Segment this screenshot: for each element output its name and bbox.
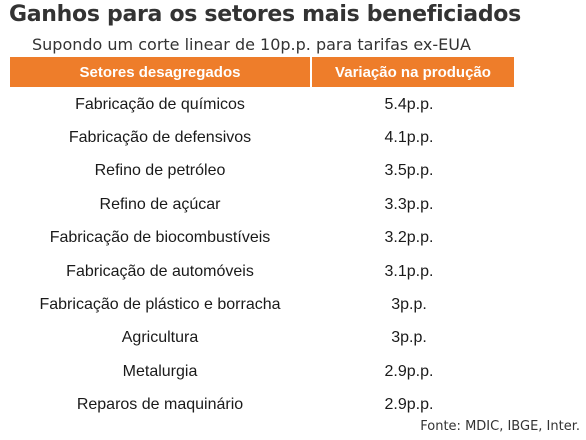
row-sector-label: Refino de petróleo — [94, 162, 226, 180]
table-row: Refino de petróleo 3.5p.p. — [10, 155, 514, 188]
chart-title: Ganhos para os setores mais beneficiados — [9, 2, 521, 27]
row-variation-value: 4.1p.p. — [384, 129, 434, 147]
column-header-sector: Setores desagregados — [79, 63, 241, 81]
row-variation-value: 3.3p.p. — [384, 195, 434, 213]
header-divider — [310, 57, 312, 87]
chart-subtitle: Supondo um corte linear de 10p.p. para t… — [32, 35, 471, 54]
row-variation-value: 2.9p.p. — [384, 362, 434, 380]
source-note: Fonte: MDIC, IBGE, Inter. — [420, 419, 580, 434]
row-sector-label: Fabricação de biocombustíveis — [49, 229, 271, 247]
row-sector-label: Metalurgia — [122, 362, 198, 380]
sector-table: Setores desagregados Variação na produçã… — [10, 57, 514, 422]
table-row: Fabricação de biocombustíveis 3.2p.p. — [10, 222, 514, 255]
table-header: Setores desagregados Variação na produçã… — [10, 57, 514, 87]
row-variation-value: 2.9p.p. — [384, 396, 434, 414]
table-row: Agricultura 3p.p. — [10, 322, 514, 355]
table-row: Fabricação de defensivos 4.1p.p. — [10, 121, 514, 154]
row-sector-label: Fabricação de defensivos — [68, 129, 252, 147]
row-sector-label: Fabricação de automóveis — [66, 262, 254, 280]
column-header-variation: Variação na produção — [335, 63, 491, 81]
row-sector-label: Fabricação de plástico e borracha — [39, 296, 281, 314]
table-row: Refino de açúcar 3.3p.p. — [10, 188, 514, 221]
table-row: Fabricação de químicos 5.4p.p. — [10, 88, 514, 121]
row-variation-value: 5.4p.p. — [384, 95, 434, 113]
table-row: Metalurgia 2.9p.p. — [10, 355, 514, 388]
row-sector-label: Refino de açúcar — [99, 195, 221, 213]
row-sector-label: Agricultura — [121, 329, 199, 347]
row-variation-value: 3p.p. — [391, 296, 427, 314]
row-variation-value: 3.2p.p. — [384, 229, 434, 247]
table-row: Fabricação de automóveis 3.1p.p. — [10, 255, 514, 288]
table-body: Fabricação de químicos 5.4p.p. Fabricação … — [10, 87, 514, 422]
row-sector-label: Fabricação de químicos — [75, 95, 245, 113]
row-variation-value: 3.1p.p. — [384, 262, 434, 280]
row-variation-value: 3p.p. — [391, 329, 427, 347]
row-variation-value: 3.5p.p. — [384, 162, 434, 180]
row-sector-label: Reparos de maquinário — [76, 396, 244, 414]
table-row: Reparos de maquinário 2.9p.p. — [10, 389, 514, 422]
table-row: Fabricação de plástico e borracha 3p.p. — [10, 288, 514, 321]
